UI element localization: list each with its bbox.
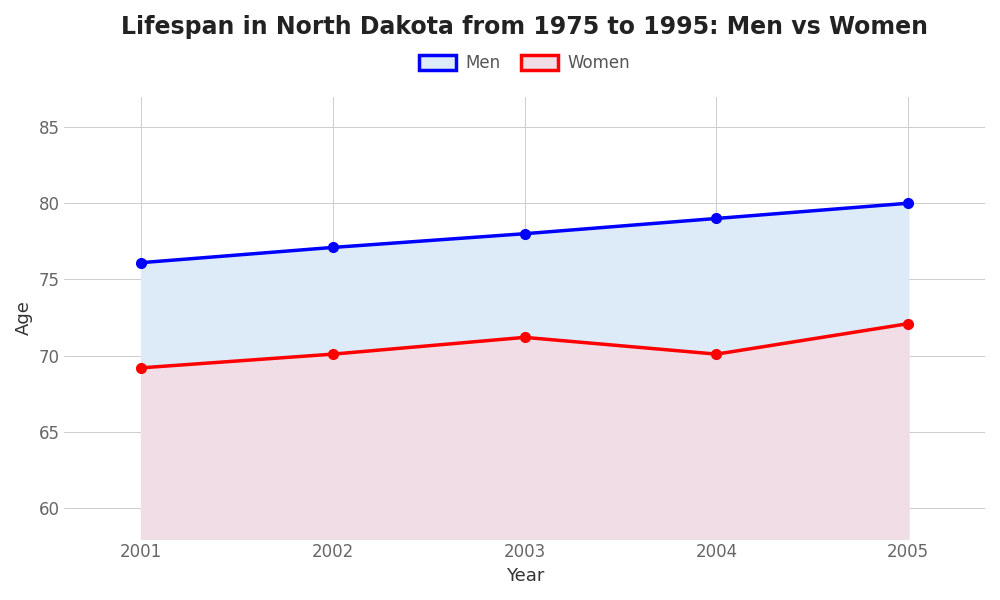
Legend: Men, Women: Men, Women: [413, 47, 637, 79]
Title: Lifespan in North Dakota from 1975 to 1995: Men vs Women: Lifespan in North Dakota from 1975 to 19…: [121, 15, 928, 39]
X-axis label: Year: Year: [506, 567, 544, 585]
Y-axis label: Age: Age: [15, 300, 33, 335]
